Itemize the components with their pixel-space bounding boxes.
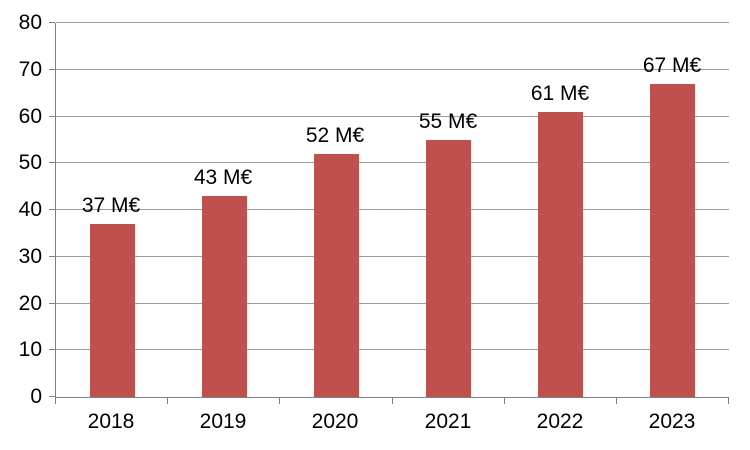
- bar-value-label: 43 M€: [193, 166, 253, 189]
- gridline: [56, 115, 729, 117]
- bar-2021: [426, 140, 471, 397]
- gridline: [56, 162, 729, 164]
- x-axis-tick: [279, 398, 280, 404]
- gridline: [56, 68, 729, 70]
- y-axis-tick: [49, 209, 55, 210]
- y-axis-tick: [49, 302, 55, 304]
- y-axis-tick-label: 60: [18, 104, 42, 128]
- y-axis-tick-label: 0: [30, 385, 42, 408]
- y-axis-tick: [49, 162, 55, 164]
- y-axis-tick-label: 80: [18, 11, 42, 34]
- bar-value-label: 55 M€: [418, 110, 478, 133]
- x-axis-tick-label: 2018: [87, 410, 135, 433]
- x-axis-tick: [616, 398, 617, 404]
- y-axis-tick-label: 30: [18, 244, 42, 268]
- y-axis-tick: [49, 22, 55, 23]
- bar-2018: [90, 224, 135, 397]
- bar-value-label: 37 M€: [81, 194, 141, 217]
- gridline: [56, 22, 729, 23]
- y-axis-tick: [49, 68, 55, 70]
- y-axis-tick-label: 50: [18, 151, 42, 175]
- y-axis-tick: [49, 255, 55, 257]
- y-axis-tick-label: 10: [18, 338, 42, 362]
- bar-2022: [538, 112, 583, 397]
- y-axis-tick-label: 20: [18, 291, 42, 315]
- gridline: [56, 255, 729, 257]
- x-axis-tick: [55, 398, 56, 404]
- x-axis-tick-label: 2023: [648, 410, 696, 433]
- gridline: [56, 349, 729, 351]
- gridline: [56, 209, 729, 210]
- bar-value-label: 52 M€: [305, 124, 365, 147]
- bar-value-label: 61 M€: [530, 82, 590, 105]
- bar-2023: [650, 84, 695, 397]
- gridline: [56, 302, 729, 304]
- y-axis-tick: [49, 349, 55, 351]
- x-axis-tick-label: 2019: [199, 410, 247, 433]
- x-axis-tick-label: 2020: [311, 410, 359, 433]
- bar-value-label: 67 M€: [642, 54, 702, 77]
- y-axis-tick-label: 40: [18, 198, 42, 221]
- x-axis-tick: [167, 398, 168, 404]
- y-axis-tick-label: 70: [18, 57, 42, 81]
- plot-area: [55, 22, 729, 398]
- x-axis-tick: [504, 398, 505, 404]
- x-axis-tick: [728, 398, 729, 404]
- x-axis-tick-label: 2022: [536, 410, 584, 433]
- y-axis-tick: [49, 115, 55, 117]
- bar-2019: [202, 196, 247, 397]
- bar-2020: [314, 154, 359, 397]
- x-axis-tick-label: 2021: [424, 410, 472, 433]
- y-axis-tick: [49, 396, 55, 397]
- x-axis-tick: [392, 398, 393, 404]
